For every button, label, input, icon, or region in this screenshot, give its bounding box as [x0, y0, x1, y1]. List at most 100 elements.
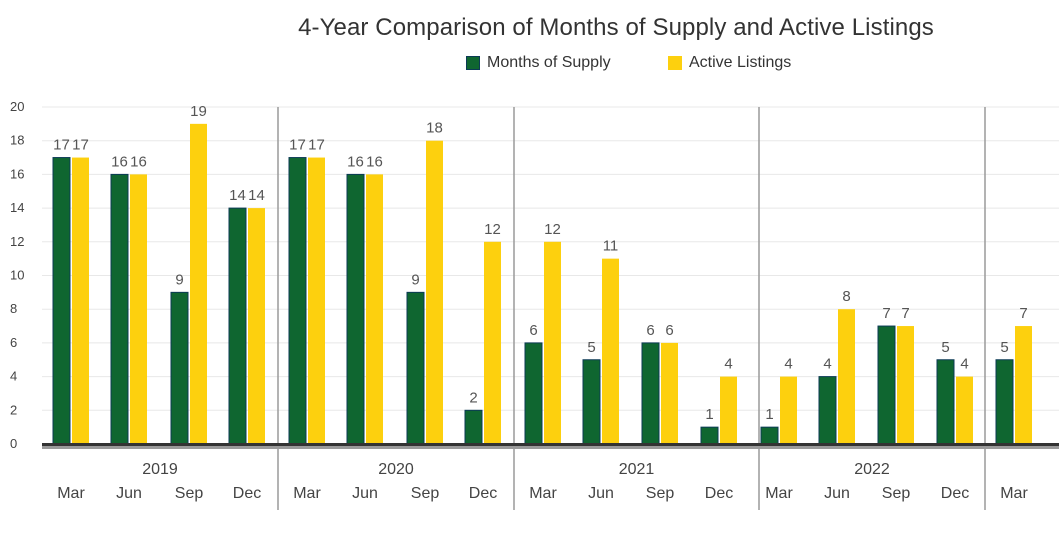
x-tick-label-quarter: Jun [116, 485, 142, 502]
x-tick-label-quarter: Jun [352, 485, 378, 502]
data-label-months-of-supply: 6 [646, 322, 654, 339]
x-tick-label-quarter: Mar [293, 485, 321, 502]
data-label-months-of-supply: 17 [289, 137, 306, 154]
bar-months-of-supply [110, 173, 129, 445]
x-tick-label-quarter: Sep [646, 485, 675, 502]
data-label-months-of-supply: 5 [1000, 339, 1008, 356]
data-label-months-of-supply: 6 [529, 322, 537, 339]
x-tick-label-quarter: Mar [765, 485, 793, 502]
data-label-months-of-supply: 5 [587, 339, 595, 356]
bar-months-of-supply [641, 342, 660, 445]
x-group-label-year: 2022 [854, 461, 890, 478]
y-tick-label: 18 [10, 133, 24, 148]
y-tick-label: 10 [10, 268, 24, 283]
x-tick-label-quarter: Mar [1000, 485, 1028, 502]
bar-months-of-supply [936, 359, 955, 445]
x-group-label-year: 2021 [619, 461, 655, 478]
data-label-active-listings: 4 [960, 356, 968, 373]
x-tick-label-quarter: Mar [529, 485, 557, 502]
data-label-active-listings: 19 [190, 103, 207, 120]
y-tick-label: 14 [10, 200, 24, 215]
data-label-months-of-supply: 4 [823, 356, 831, 373]
data-label-active-listings: 17 [308, 137, 325, 154]
y-tick-label: 0 [10, 436, 17, 451]
bar-active-listings [838, 309, 855, 444]
x-tick-label-quarter: Sep [882, 485, 911, 502]
x-tick-label-quarter: Jun [824, 485, 850, 502]
data-label-months-of-supply: 14 [229, 187, 246, 204]
bar-months-of-supply [995, 359, 1014, 445]
bar-active-listings [544, 241, 561, 444]
data-label-months-of-supply: 17 [53, 137, 70, 154]
bar-active-listings [190, 123, 207, 444]
x-group-label-year: 2019 [142, 461, 178, 478]
data-label-months-of-supply: 1 [705, 406, 713, 423]
data-label-months-of-supply: 2 [469, 389, 477, 406]
data-label-active-listings: 11 [603, 238, 619, 255]
x-axis-line [42, 443, 1059, 446]
legend-swatch-active-listings [668, 56, 682, 70]
x-axis-shadow [42, 445, 1059, 449]
bar-active-listings [72, 157, 89, 445]
y-tick-label: 6 [10, 335, 17, 350]
bar-months-of-supply [406, 291, 425, 445]
data-label-months-of-supply: 7 [882, 305, 890, 322]
bar-months-of-supply [288, 157, 307, 445]
y-tick-label: 20 [10, 99, 24, 114]
bar-months-of-supply [760, 426, 779, 445]
data-label-active-listings: 7 [901, 305, 909, 322]
bar-months-of-supply [170, 291, 189, 445]
data-label-active-listings: 16 [130, 153, 147, 170]
data-label-months-of-supply: 16 [111, 153, 128, 170]
x-tick-label-quarter: Sep [411, 485, 440, 502]
legend-label-active-listings: Active Listings [689, 54, 792, 71]
data-label-active-listings: 6 [665, 322, 673, 339]
data-label-months-of-supply: 5 [941, 339, 949, 356]
bar-active-listings [602, 258, 619, 444]
x-tick-label-quarter: Jun [588, 485, 614, 502]
bar-active-listings [308, 157, 325, 445]
x-tick-label-quarter: Mar [57, 485, 85, 502]
legend-item-active-listings: Active Listings [668, 53, 791, 73]
bar-active-listings [956, 376, 973, 444]
data-label-months-of-supply: 9 [411, 271, 419, 288]
bar-active-listings [248, 208, 265, 444]
bar-active-listings [661, 342, 678, 444]
data-label-active-listings: 18 [426, 120, 443, 137]
data-label-active-listings: 4 [784, 356, 792, 373]
bar-months-of-supply [228, 207, 247, 445]
data-label-active-listings: 7 [1019, 305, 1027, 322]
bar-active-listings [897, 326, 914, 444]
data-label-months-of-supply: 16 [347, 153, 364, 170]
legend-item-months-of-supply: Months of Supply [466, 53, 611, 73]
bar-months-of-supply [818, 376, 837, 445]
y-tick-label: 8 [10, 301, 17, 316]
y-tick-label: 12 [10, 234, 24, 249]
chart-title: 4-Year Comparison of Months of Supply an… [298, 14, 934, 41]
y-tick-label: 2 [10, 402, 17, 417]
data-label-active-listings: 12 [484, 221, 501, 238]
y-tick-label: 4 [10, 369, 17, 384]
x-group-label-year: 2020 [378, 461, 414, 478]
bar-active-listings [780, 376, 797, 444]
bar-active-listings [426, 140, 443, 444]
data-label-active-listings: 14 [248, 187, 265, 204]
data-label-active-listings: 12 [544, 221, 561, 238]
bar-months-of-supply [700, 426, 719, 445]
x-tick-label-quarter: Dec [233, 485, 261, 502]
data-label-months-of-supply: 1 [765, 406, 773, 423]
legend-label-months-of-supply: Months of Supply [487, 54, 611, 71]
bar-months-of-supply [346, 173, 365, 445]
x-tick-label-quarter: Dec [941, 485, 969, 502]
bar-months-of-supply [877, 325, 896, 445]
bar-months-of-supply [52, 157, 71, 445]
data-label-active-listings: 17 [72, 137, 89, 154]
data-label-active-listings: 4 [724, 356, 732, 373]
x-tick-label-quarter: Sep [175, 485, 204, 502]
data-label-active-listings: 8 [842, 288, 850, 305]
bar-months-of-supply [464, 409, 483, 445]
data-label-active-listings: 16 [366, 153, 383, 170]
x-tick-label-quarter: Dec [705, 485, 733, 502]
bar-active-listings [130, 174, 147, 444]
